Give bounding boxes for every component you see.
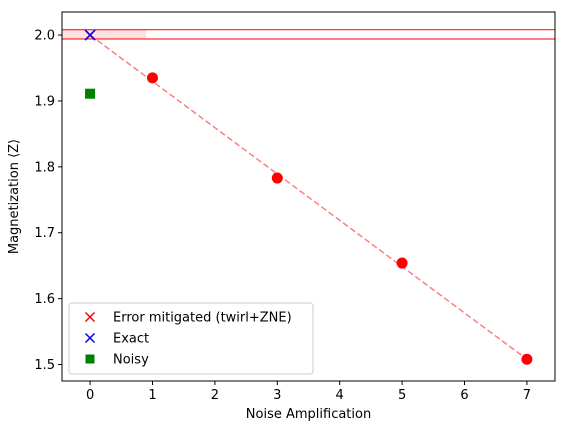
data-points-layer — [84, 29, 533, 365]
legend-box — [68, 302, 314, 375]
error-band-layer — [62, 29, 555, 40]
x-tick-label: 2 — [211, 388, 219, 403]
x-axis-label: Noise Amplification — [246, 407, 371, 422]
x-tick-label: 4 — [336, 388, 344, 403]
x-tick-label: 6 — [460, 388, 468, 403]
legend-entry-label: Exact — [113, 332, 149, 347]
exact-point-0 — [84, 29, 96, 41]
error-band-shade — [62, 29, 147, 40]
y-tick-label: 1.6 — [34, 292, 55, 307]
noise-amplified-point-3 — [521, 353, 533, 365]
y-tick-label: 1.9 — [34, 94, 55, 109]
x-tick-label: 3 — [273, 388, 281, 403]
y-tick-label: 1.5 — [34, 358, 55, 373]
noise-amplified-point-0 — [146, 72, 158, 84]
x-tick-label: 5 — [398, 388, 406, 403]
y-tick-label: 2.0 — [34, 29, 55, 44]
x-tick-label: 1 — [148, 388, 156, 403]
legend-marker-0 — [84, 311, 96, 323]
legend-marker-2 — [85, 354, 95, 364]
legend-marker-1 — [84, 332, 96, 344]
zne-fit-line — [89, 34, 528, 360]
y-tick-label: 1.8 — [34, 160, 55, 175]
x-axis-ticks: 0 1 2 3 4 5 6 7 — [86, 381, 531, 403]
plot-area-frame — [61, 11, 556, 382]
y-tick-label: 1.7 — [34, 226, 55, 241]
legend-entry-label: Noisy — [113, 353, 149, 368]
noise-amplified-point-1 — [271, 172, 283, 184]
y-axis-ticks: 1.5 1.6 1.7 1.8 1.9 2.0 — [34, 29, 62, 373]
x-tick-label: 0 — [86, 388, 94, 403]
noisy-point-0 — [85, 88, 96, 99]
noise-amplified-point-2 — [396, 257, 408, 269]
legend: Error mitigated (twirl+ZNE) Exact Noisy — [68, 302, 314, 375]
legend-entry-label: Error mitigated (twirl+ZNE) — [113, 311, 292, 326]
fit-line-layer — [89, 34, 528, 360]
x-tick-label: 7 — [523, 388, 531, 403]
y-axis-label: Magnetization ⟨Z⟩ — [7, 139, 22, 254]
